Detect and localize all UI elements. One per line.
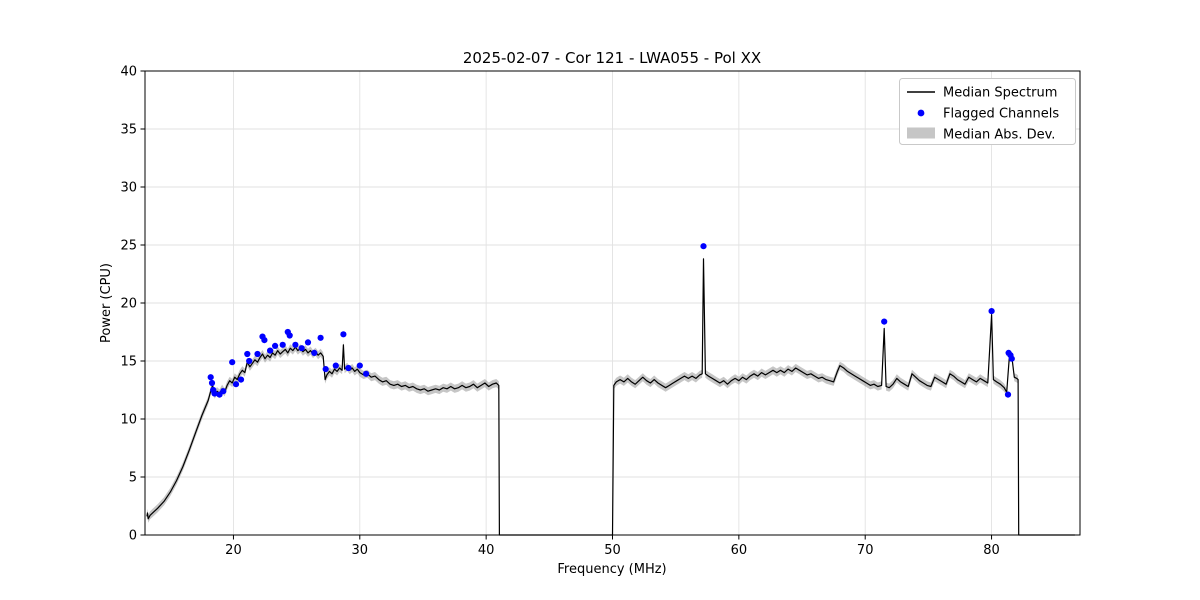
legend-dot-sample-icon: [917, 109, 925, 117]
flagged-channel-point: [220, 388, 227, 395]
y-tick-label: 5: [129, 471, 137, 486]
flagged-channel-point: [363, 370, 370, 377]
flagged-channel-point: [298, 345, 305, 352]
flagged-channel-point: [208, 379, 216, 387]
y-tick-label: 20: [120, 297, 137, 312]
flagged-channel-point: [988, 308, 995, 315]
flagged-channel-point: [345, 364, 352, 372]
flagged-channel-point: [267, 347, 274, 354]
flagged-channel-point: [229, 359, 236, 366]
x-tick-label: 60: [731, 543, 748, 558]
flagged-channel-point: [254, 350, 261, 358]
flagged-channel-point: [279, 341, 286, 348]
flagged-channel-point: [237, 376, 245, 383]
flagged-channel-point: [311, 349, 318, 356]
mad-band: [613, 254, 1019, 397]
x-tick-label: 30: [352, 543, 369, 558]
flagged-channel-point: [272, 342, 279, 349]
flagged-channel-point: [881, 318, 888, 325]
legend-box: [899, 78, 1076, 145]
y-tick-label: 10: [120, 413, 137, 428]
flagged-channel-point: [332, 362, 339, 369]
y-tick-label: 35: [120, 123, 137, 138]
legend-label-mad: Median Abs. Dev.: [943, 128, 1055, 143]
flagged-channel-point: [322, 366, 329, 373]
median-spectrum-line: [146, 258, 1075, 536]
flagged-channel-point: [700, 243, 707, 250]
x-tick-label: 80: [983, 543, 1000, 558]
legend-label-median-spectrum: Median Spectrum: [943, 86, 1057, 101]
mad-band: [146, 340, 499, 523]
flagged-channel-point: [207, 374, 214, 381]
legend-label-flagged-channels: Flagged Channels: [943, 107, 1059, 122]
y-tick-label: 0: [129, 529, 137, 544]
flagged-channel-point: [304, 339, 312, 346]
legend-band-sample-icon: [907, 127, 935, 139]
flagged-channel-point: [317, 334, 324, 341]
flagged-channel-point: [286, 332, 293, 339]
flagged-channel-point: [356, 362, 363, 369]
x-tick-label: 40: [478, 543, 495, 558]
flagged-channel-point: [1008, 355, 1015, 362]
flagged-channel-point: [232, 381, 240, 388]
flagged-channel-point: [246, 357, 253, 365]
y-tick-label: 30: [120, 181, 137, 196]
x-tick-label: 20: [225, 543, 242, 558]
x-tick-label: 70: [857, 543, 874, 558]
flagged-channel-point: [244, 350, 251, 358]
y-tick-label: 25: [120, 239, 137, 254]
x-tick-label: 50: [604, 543, 621, 558]
chart-title: 2025-02-07 - Cor 121 - LWA055 - Pol XX: [463, 49, 761, 67]
flagged-channel-point: [292, 341, 299, 348]
y-axis-label: Power (CPU): [99, 263, 114, 343]
flagged-channel-point: [261, 337, 268, 344]
x-axis-label: Frequency (MHz): [557, 562, 666, 577]
y-tick-label: 40: [120, 65, 137, 80]
y-tick-label: 15: [120, 355, 137, 370]
flagged-channel-point: [211, 390, 218, 397]
flagged-channel-point: [1004, 391, 1012, 398]
plot-area: 20 30 40 50 60 70 80 0 5 10 15 20 25 30 35 40: [120, 65, 1081, 558]
flagged-channel-point: [340, 331, 347, 338]
legend: Median Spectrum Flagged Channels Median …: [899, 78, 1076, 145]
